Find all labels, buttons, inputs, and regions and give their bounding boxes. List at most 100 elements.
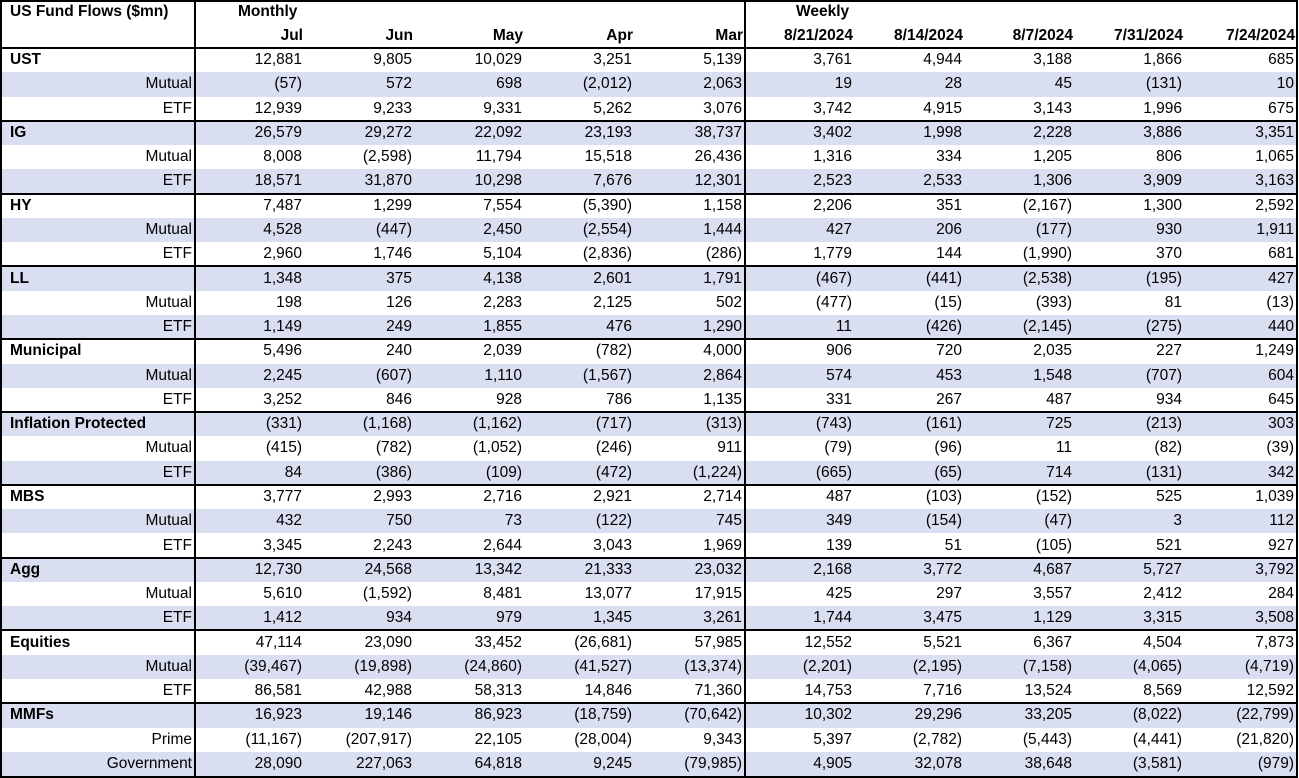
value-cell: 2,206 <box>813 196 852 214</box>
value-cell: 19,146 <box>364 706 412 724</box>
value-cell: 427 <box>826 221 852 239</box>
value-cell: 38,737 <box>694 123 742 141</box>
value-cell: 2,125 <box>593 293 632 311</box>
value-cell: 13,524 <box>1024 682 1072 700</box>
value-cell: (57) <box>274 75 302 93</box>
border-top <box>0 0 1298 2</box>
value-cell: (79) <box>824 439 852 457</box>
group-rule <box>0 702 1298 705</box>
value-cell: 1,149 <box>263 318 302 336</box>
value-cell: 1,998 <box>923 123 962 141</box>
value-cell: (386) <box>375 463 412 481</box>
value-cell: (28,004) <box>574 730 632 748</box>
value-cell: 432 <box>276 512 302 530</box>
value-cell: (65) <box>934 463 962 481</box>
row-shade <box>1 72 1297 97</box>
group-rule <box>0 47 1298 49</box>
value-cell: 3,772 <box>923 560 962 578</box>
value-cell: (152) <box>1035 487 1072 505</box>
value-cell: (441) <box>925 269 962 287</box>
row-shade <box>1 120 1297 146</box>
value-cell: (2,538) <box>1022 269 1072 287</box>
value-cell: (1,168) <box>362 415 412 433</box>
value-cell: 349 <box>826 512 852 530</box>
value-cell: (19,898) <box>354 657 412 675</box>
value-cell: 28 <box>944 75 962 93</box>
value-cell: 1,412 <box>263 609 302 627</box>
value-cell: 73 <box>504 512 522 530</box>
value-cell: 720 <box>936 342 962 360</box>
value-cell: 15,518 <box>584 148 632 166</box>
value-cell: 126 <box>386 293 412 311</box>
value-cell: 342 <box>1268 463 1294 481</box>
value-cell: 11 <box>835 318 852 336</box>
value-cell: 23,193 <box>584 123 632 141</box>
value-cell: (131) <box>1145 463 1182 481</box>
row-shade <box>1 703 1297 728</box>
value-cell: (665) <box>815 463 852 481</box>
value-cell: 28,090 <box>254 754 302 772</box>
value-cell: 5,262 <box>593 99 632 117</box>
value-cell: 57,985 <box>694 633 742 651</box>
weekly-label: Weekly <box>796 3 850 20</box>
value-cell: 906 <box>826 342 852 360</box>
value-cell: 71,360 <box>694 682 742 700</box>
value-cell: (1,162) <box>472 415 522 433</box>
value-cell: 284 <box>1268 585 1294 603</box>
value-cell: 84 <box>284 463 302 481</box>
value-cell: 453 <box>936 366 962 384</box>
value-cell: 681 <box>1268 245 1294 263</box>
value-cell: (286) <box>705 245 742 263</box>
value-cell: (13,374) <box>684 657 742 675</box>
value-cell: 13,342 <box>474 560 522 578</box>
value-cell: (2,167) <box>1022 196 1072 214</box>
value-cell: 1,996 <box>1143 99 1182 117</box>
value-cell: (5,443) <box>1022 730 1072 748</box>
value-cell: 6,367 <box>1033 633 1072 651</box>
value-cell: (13) <box>1266 293 1294 311</box>
value-cell: (2,145) <box>1022 318 1072 336</box>
value-cell: (26,681) <box>574 633 632 651</box>
value-cell: 5,397 <box>813 730 852 748</box>
value-cell: (195) <box>1145 269 1182 287</box>
value-cell: 1,855 <box>483 318 522 336</box>
value-cell: 2,228 <box>1033 123 1072 141</box>
value-cell: 3,261 <box>703 609 742 627</box>
value-cell: (2,201) <box>802 657 852 675</box>
value-cell: 2,601 <box>593 269 632 287</box>
value-cell: 3,761 <box>813 51 852 69</box>
value-cell: (7,158) <box>1022 657 1072 675</box>
row-label: ETF <box>162 682 192 700</box>
value-cell: (2,782) <box>912 730 962 748</box>
value-cell: (1,224) <box>692 463 742 481</box>
value-cell: 227 <box>1156 342 1182 360</box>
group-label: Inflation Protected <box>10 415 147 433</box>
value-cell: 930 <box>1156 221 1182 239</box>
row-shade <box>1 654 1297 680</box>
value-cell: 3,886 <box>1143 123 1182 141</box>
value-cell: (39,467) <box>244 657 302 675</box>
value-cell: (177) <box>1035 221 1072 239</box>
value-cell: 928 <box>496 390 522 408</box>
value-cell: 1,444 <box>703 221 742 239</box>
value-cell: 22,105 <box>474 730 522 748</box>
value-cell: 12,881 <box>254 51 302 69</box>
value-cell: 1,065 <box>1255 148 1294 166</box>
value-cell: (2,195) <box>912 657 962 675</box>
value-cell: 5,727 <box>1143 560 1182 578</box>
value-cell: 2,168 <box>813 560 852 578</box>
value-cell: 12,730 <box>254 560 302 578</box>
row-shade <box>1 412 1297 437</box>
value-cell: 9,805 <box>373 51 412 69</box>
value-cell: 4,504 <box>1143 633 1182 651</box>
value-cell: 3,475 <box>923 609 962 627</box>
value-cell: 10,298 <box>474 172 522 190</box>
value-cell: 525 <box>1156 487 1182 505</box>
value-cell: 240 <box>386 342 412 360</box>
value-cell: 64,818 <box>474 754 522 772</box>
value-cell: (41,527) <box>574 657 632 675</box>
value-cell: 487 <box>1046 390 1072 408</box>
row-label: Mutual <box>145 657 192 675</box>
value-cell: 675 <box>1268 99 1294 117</box>
value-cell: 4,915 <box>923 99 962 117</box>
